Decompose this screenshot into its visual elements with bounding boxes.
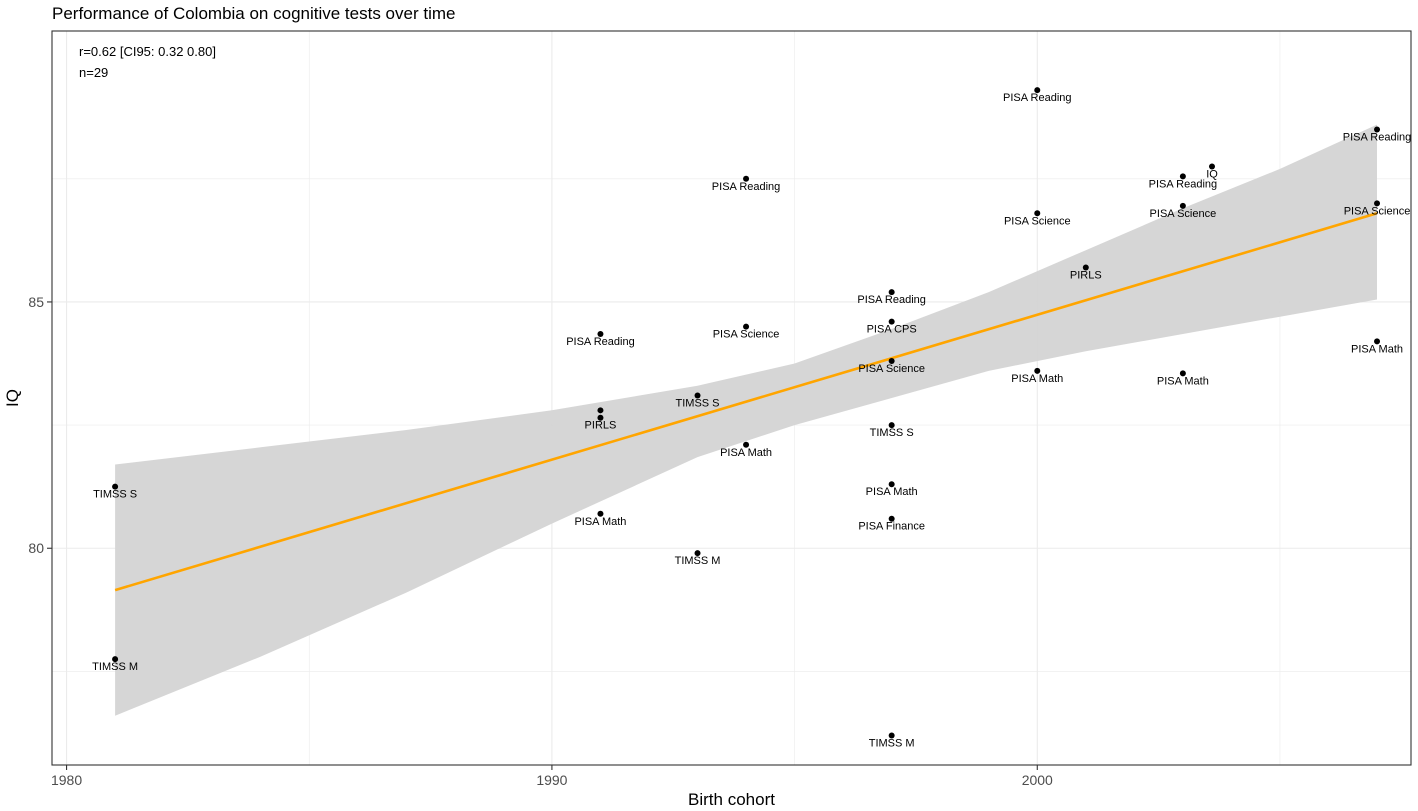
data-point [888, 318, 895, 325]
data-point [888, 481, 895, 488]
chart-title: Performance of Colombia on cognitive tes… [52, 4, 455, 23]
point-label: PIRLS [585, 420, 617, 432]
data-point [597, 407, 604, 414]
data-point [1082, 264, 1089, 271]
data-point [743, 323, 750, 330]
point-label: TIMSS M [869, 737, 915, 749]
x-axis-title: Birth cohort [688, 790, 775, 809]
data-point [1034, 210, 1041, 217]
point-label: PISA Reading [1343, 132, 1412, 144]
regression-line [114, 212, 1378, 592]
x-tick-label: 2000 [1022, 772, 1053, 788]
data-point [1374, 200, 1381, 207]
data-point [888, 358, 895, 365]
y-axis-title: IQ [3, 389, 22, 407]
data-point [112, 483, 119, 490]
x-tick-label: 1980 [51, 772, 82, 788]
data-point [1179, 173, 1186, 180]
correlation-annotation: r=0.62 [CI95: 0.32 0.80] [79, 44, 216, 59]
data-point [694, 392, 701, 399]
fit-line [114, 212, 1378, 592]
data-point [694, 550, 701, 557]
point-labels: TIMSS S TIMSS M PISA Reading PIRLS PISA Math… [92, 92, 1411, 749]
data-points [112, 87, 1381, 739]
point-label: PISA Reading [857, 294, 926, 306]
point-label: PISA Science [1344, 205, 1411, 217]
point-label: PISA Reading [1003, 92, 1072, 104]
data-point [888, 422, 895, 429]
point-label: TIMSS S [676, 398, 720, 410]
point-label: TIMSS M [675, 555, 721, 567]
data-point [1209, 163, 1216, 170]
point-label: TIMSS S [870, 427, 914, 439]
point-label: PIRLS [1070, 269, 1102, 281]
point-label: TIMSS S [93, 489, 137, 501]
data-point [1034, 87, 1041, 94]
axis-ticks: 1980 1990 2000 80 85 [28, 294, 1053, 788]
confidence-band-area [115, 124, 1378, 716]
point-label: PISA Science [1150, 208, 1217, 220]
confidence-band [115, 124, 1378, 716]
data-point [1374, 338, 1381, 345]
point-label: PISA Finance [858, 521, 925, 533]
count-annotation: n=29 [79, 65, 108, 80]
y-tick-label: 80 [28, 540, 44, 556]
point-label: TIMSS M [92, 661, 138, 673]
data-point [1034, 367, 1041, 374]
data-point [112, 656, 119, 663]
point-label: PISA Math [574, 516, 626, 528]
data-point [597, 330, 604, 337]
data-point [888, 515, 895, 522]
point-label: PISA CPS [867, 324, 917, 336]
data-point [1374, 126, 1381, 133]
point-label: PISA Reading [1149, 178, 1218, 190]
data-point [743, 441, 750, 448]
stat-annotations: r=0.62 [CI95: 0.32 0.80] n=29 [79, 44, 216, 80]
data-point [888, 289, 895, 296]
x-tick-label: 1990 [536, 772, 567, 788]
y-tick-label: 85 [28, 294, 44, 310]
data-point [743, 175, 750, 182]
point-label: PISA Science [858, 363, 925, 375]
point-label: PISA Reading [566, 336, 635, 348]
data-point [597, 414, 604, 421]
point-label: PISA Science [1004, 215, 1071, 227]
point-label: IQ [1206, 168, 1218, 180]
point-label: PISA Math [1011, 373, 1063, 385]
point-label: PISA Math [866, 486, 918, 498]
data-point [888, 732, 895, 739]
point-label: PISA Math [720, 447, 772, 459]
point-label: PISA Reading [712, 181, 781, 193]
point-label: PISA Science [713, 329, 780, 341]
plot-border [51, 30, 1412, 766]
data-point [1179, 370, 1186, 377]
data-point [1179, 202, 1186, 209]
point-label: PISA Math [1351, 343, 1403, 355]
data-point [597, 510, 604, 517]
point-label: PISA Math [1157, 375, 1209, 387]
